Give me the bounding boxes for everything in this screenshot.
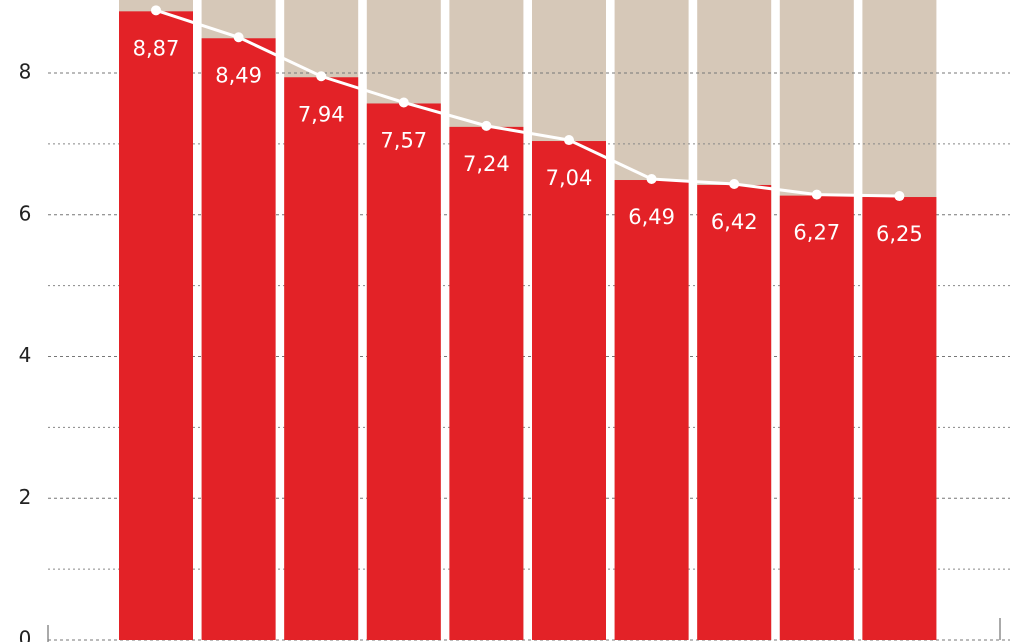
value-label: 7,94 — [298, 102, 345, 126]
value-label: 8,49 — [215, 63, 262, 87]
bar — [779, 195, 854, 640]
bar — [366, 103, 441, 640]
line-point — [729, 178, 740, 189]
y-tick-label: 4 — [19, 343, 32, 367]
bar — [119, 11, 193, 641]
line-point — [894, 191, 905, 202]
line-point — [316, 71, 327, 82]
bar — [449, 126, 524, 640]
value-label: 7,04 — [546, 166, 593, 190]
value-label: 6,42 — [711, 210, 758, 234]
line-point — [564, 135, 574, 146]
bar — [862, 197, 937, 641]
value-label: 6,49 — [628, 205, 675, 229]
value-label: 8,87 — [133, 36, 180, 60]
y-tick-label: 8 — [19, 60, 32, 84]
line-point — [646, 174, 657, 185]
line-point — [233, 32, 244, 43]
bar — [614, 180, 689, 640]
line-point — [811, 189, 822, 200]
line-point — [398, 97, 409, 108]
bar — [532, 141, 606, 641]
line-point — [151, 5, 161, 16]
trend-line — [155, 8, 900, 198]
value-label: 7,24 — [463, 152, 510, 176]
bar — [201, 38, 276, 641]
y-tick-label: 2 — [19, 485, 32, 509]
value-label: 6,27 — [793, 221, 840, 245]
bar — [697, 184, 772, 640]
y-tick-label: 6 — [19, 201, 32, 225]
value-label: 7,57 — [380, 128, 427, 152]
y-tick-label: 0 — [19, 627, 32, 642]
bar — [284, 77, 359, 640]
value-label: 6,25 — [876, 222, 923, 246]
line-point — [481, 120, 492, 131]
